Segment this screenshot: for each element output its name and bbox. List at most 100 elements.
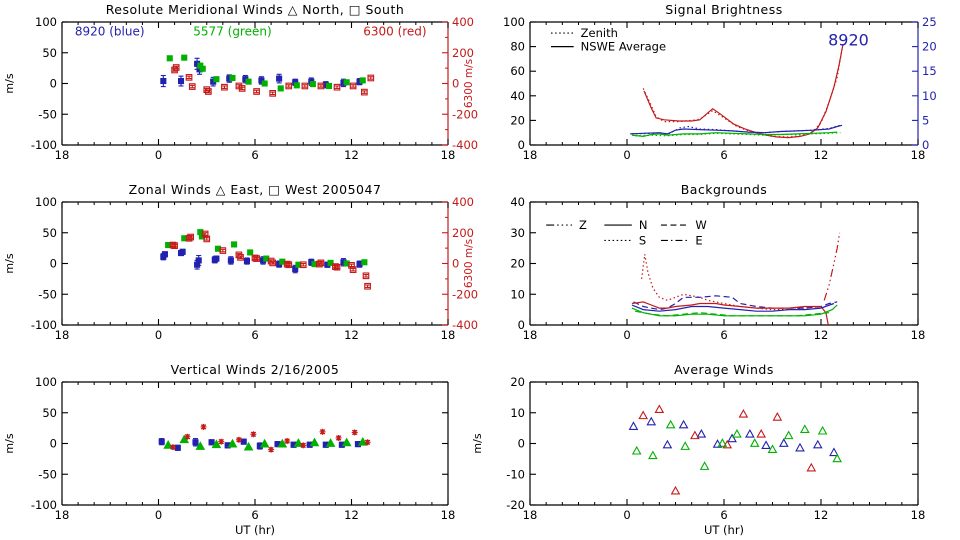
svg-text:Z: Z: [579, 218, 587, 232]
svg-text:100: 100: [35, 195, 57, 209]
svg-text:20: 20: [922, 40, 937, 54]
svg-text:25: 25: [922, 15, 937, 29]
svg-text:m/s: m/s: [3, 433, 16, 453]
panel-title-meridional-winds: Resolute Meridional Winds △ North, □ Sou…: [105, 2, 405, 17]
svg-text:-400: -400: [452, 138, 478, 152]
svg-text:12: 12: [814, 328, 829, 342]
svg-text:12: 12: [814, 148, 829, 162]
svg-text:18: 18: [55, 328, 70, 342]
svg-text:18: 18: [55, 508, 70, 522]
svg-text:0: 0: [518, 318, 525, 332]
svg-text:6300 m/s: 6300 m/s: [463, 59, 475, 108]
svg-text:20: 20: [510, 375, 525, 389]
svg-text:6: 6: [720, 328, 727, 342]
svg-text:0: 0: [452, 257, 459, 271]
svg-text:40: 40: [510, 89, 525, 103]
panel-zonal-winds: 18 0 6 12 18-100-50050100m/s-400-20002004006…: [3, 195, 478, 342]
svg-text:50: 50: [42, 406, 57, 420]
svg-text:m/s: m/s: [3, 253, 16, 273]
svg-text:100: 100: [35, 15, 57, 29]
svg-text:40: 40: [510, 195, 525, 209]
svg-text:18: 18: [523, 328, 538, 342]
svg-text:0: 0: [155, 508, 162, 522]
svg-text:0: 0: [623, 508, 630, 522]
svg-text:30: 30: [510, 226, 525, 240]
svg-text:20: 20: [510, 113, 525, 127]
svg-text:8920 (blue): 8920 (blue): [75, 25, 145, 39]
svg-text:0: 0: [623, 328, 630, 342]
panel-title-backgrounds: Backgrounds: [680, 182, 768, 197]
svg-text:0: 0: [50, 437, 57, 451]
svg-text:0: 0: [518, 138, 525, 152]
svg-text:5: 5: [922, 113, 929, 127]
svg-text:N: N: [639, 218, 648, 232]
svg-text:NSWE Average: NSWE Average: [581, 40, 666, 54]
svg-text:12: 12: [814, 508, 829, 522]
svg-text:-10: -10: [506, 467, 525, 481]
svg-text:6300 m/s: 6300 m/s: [463, 239, 475, 288]
panel-signal-brightness: 18 0 6 12 180204060801000510152025ZenithNSWE…: [503, 15, 937, 162]
svg-text:18: 18: [911, 148, 926, 162]
svg-text:400: 400: [452, 15, 474, 29]
svg-text:5577 (green): 5577 (green): [193, 25, 271, 39]
svg-text:-200: -200: [452, 107, 478, 121]
svg-text:-50: -50: [38, 107, 57, 121]
svg-text:-100: -100: [31, 498, 57, 512]
panel-meridional-winds: 18 0 6 12 18-100-50050100m/s-400-20002004006…: [3, 15, 478, 162]
svg-text:18: 18: [441, 508, 456, 522]
svg-text:18: 18: [523, 148, 538, 162]
svg-text:12: 12: [344, 148, 359, 162]
svg-text:-200: -200: [452, 287, 478, 301]
svg-text:12: 12: [344, 508, 359, 522]
svg-text:6300 (red): 6300 (red): [363, 25, 426, 39]
svg-text:18: 18: [911, 508, 926, 522]
svg-text:0: 0: [50, 257, 57, 271]
svg-text:400: 400: [452, 195, 474, 209]
svg-text:200: 200: [452, 46, 474, 60]
svg-text:W: W: [695, 218, 706, 232]
svg-text:12: 12: [344, 328, 359, 342]
svg-text:UT (hr): UT (hr): [704, 523, 744, 537]
svg-text:6: 6: [251, 148, 258, 162]
svg-text:-20: -20: [506, 498, 525, 512]
svg-text:18: 18: [55, 148, 70, 162]
svg-text:S: S: [639, 233, 646, 247]
svg-text:E: E: [695, 233, 702, 247]
svg-text:m/s: m/s: [3, 73, 16, 93]
svg-text:100: 100: [503, 15, 525, 29]
svg-text:0: 0: [623, 148, 630, 162]
svg-text:60: 60: [510, 64, 525, 78]
svg-text:6: 6: [720, 508, 727, 522]
svg-text:UT (hr): UT (hr): [235, 523, 275, 537]
svg-text:10: 10: [510, 287, 525, 301]
svg-text:0: 0: [518, 437, 525, 451]
svg-text:Zenith: Zenith: [581, 26, 618, 40]
svg-text:6: 6: [251, 328, 258, 342]
svg-text:6: 6: [720, 148, 727, 162]
svg-text:10: 10: [510, 406, 525, 420]
svg-text:0: 0: [155, 328, 162, 342]
svg-text:0: 0: [50, 77, 57, 91]
svg-text:20: 20: [510, 257, 525, 271]
panel-vertical-winds: 18 0 6 12 18 UT (hr) -100 -50 0 50 100 m/s: [3, 375, 455, 537]
svg-text:0: 0: [155, 148, 162, 162]
svg-text:50: 50: [42, 226, 57, 240]
svg-text:18: 18: [911, 328, 926, 342]
svg-text:10: 10: [922, 89, 937, 103]
svg-text:18: 18: [441, 148, 456, 162]
panel-title-vertical-winds: Vertical Winds 2/16/2005: [170, 362, 340, 377]
svg-text:0: 0: [922, 138, 929, 152]
svg-text:-50: -50: [38, 467, 57, 481]
svg-text:-400: -400: [452, 318, 478, 332]
panel-title-signal-brightness: Signal Brightness: [665, 2, 783, 17]
panel-average-winds: 18 0 6 12 18 UT (hr) -20 -10 0 10 20 m/s: [471, 375, 925, 537]
svg-text:18: 18: [523, 508, 538, 522]
panel-title-average-winds: Average Winds: [674, 362, 774, 377]
svg-text:-100: -100: [31, 318, 57, 332]
panel-title-zonal-winds: Zonal Winds △ East, □ West 2005047: [128, 182, 382, 197]
svg-text:6: 6: [251, 508, 258, 522]
svg-text:200: 200: [452, 226, 474, 240]
